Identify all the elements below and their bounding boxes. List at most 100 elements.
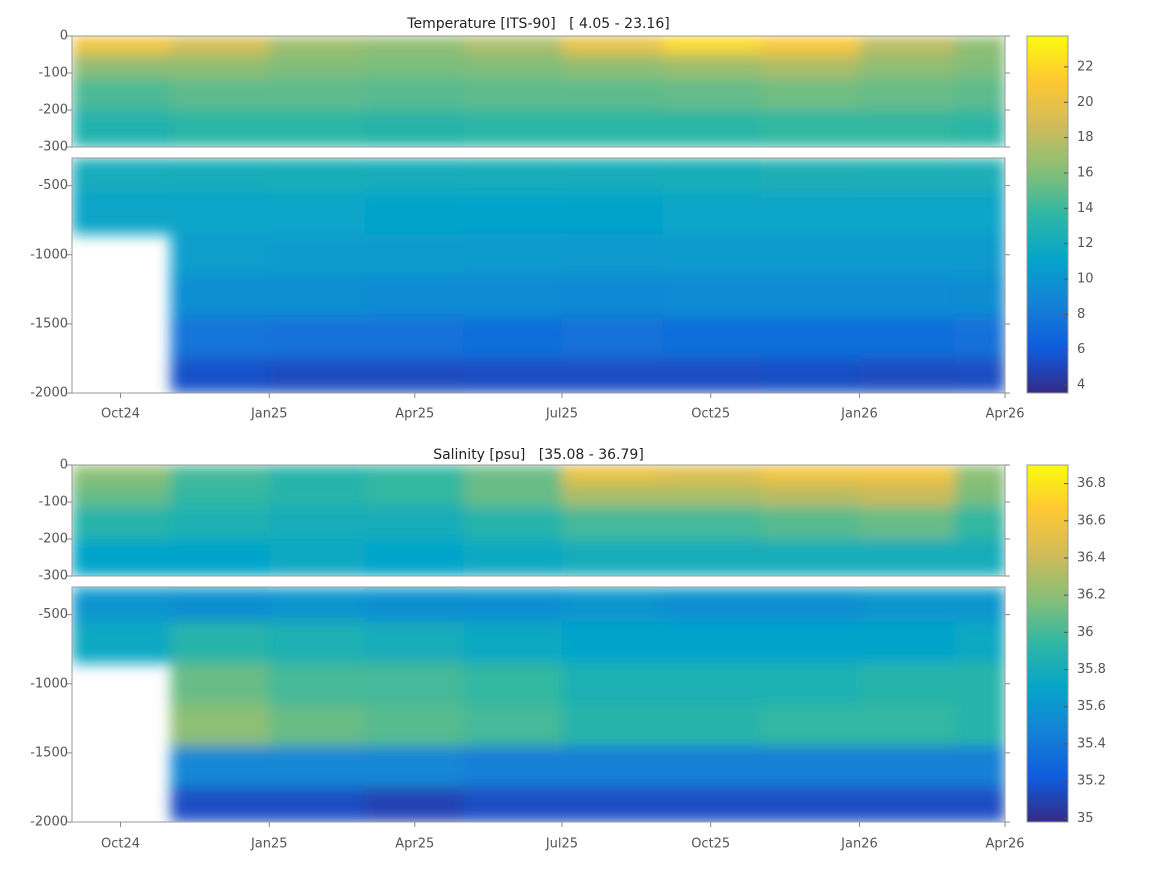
x-tick-label: Oct25 [691,407,730,422]
heat-cell [954,663,1006,705]
heat-cell [463,77,563,111]
heat-cell [760,77,860,111]
heat-cell [561,234,663,276]
colorbar [1026,464,1069,823]
heat-cell [364,621,464,664]
heat-cell [954,358,1006,394]
heat-cell [662,704,762,747]
heat-cell [662,745,762,788]
colorbar-tick-label: 16 [1077,165,1094,180]
heat-cell [859,587,956,591]
x-tick-label: Apr25 [395,407,434,422]
heat-cell [170,745,270,788]
heat-cell [561,539,663,577]
heat-cell [269,621,366,664]
heat-cell [859,704,956,747]
y-tick-label: -1500 [30,745,68,760]
heat-cell [364,77,464,111]
heat-cell [463,621,563,664]
colorbar-tick-label: 8 [1077,307,1085,322]
heat-cell [859,506,956,540]
heat-cell [859,234,956,276]
heat-cell [760,663,860,705]
heat-cell [954,704,1006,747]
heat-cell [859,275,956,318]
heat-cell [364,316,464,359]
heat-cell [760,587,860,591]
heat-cell [954,161,1006,194]
heat-cell [463,36,563,55]
heat-cell [760,161,860,194]
heat-cell [859,192,956,235]
colorbar-tick-label: 10 [1077,272,1094,287]
heat-cell [170,587,270,591]
heat-cell [72,54,172,79]
heat-cell [561,316,663,359]
x-tick-label: Jan25 [250,837,288,852]
heat-cell [760,54,860,79]
heat-cell [662,158,762,162]
heatmap-panel [72,465,1006,577]
heat-cell [859,358,956,394]
heatmap-panel [72,158,1006,394]
heat-cell [463,506,563,540]
heat-cell [662,663,762,705]
heat-cell [72,110,172,148]
heat-cell [364,465,464,484]
heat-cell [364,110,464,148]
heat-cell [662,621,762,664]
heat-cell [170,192,270,235]
heat-cell [364,234,464,276]
heat-cell [859,787,956,823]
heat-cell [662,192,762,235]
x-tick-label: Jan26 [840,837,878,852]
heat-cell [463,465,563,484]
heat-cell [170,506,270,540]
x-tick-label: Jan26 [840,407,878,422]
heat-cell [662,161,762,194]
heat-cell [170,275,270,318]
heat-cell [170,787,270,823]
heat-cell [760,621,860,664]
heat-cell [662,77,762,111]
heat-cell [72,158,172,162]
heat-cell [463,158,563,162]
y-tick-label: -1000 [30,247,68,262]
heat-cell [954,787,1006,823]
heat-cell [859,110,956,148]
heat-cell [662,110,762,148]
heat-cell [859,745,956,788]
heat-cell [859,663,956,705]
heat-cell [170,704,270,747]
heat-cell [561,54,663,79]
heat-cell [364,663,464,705]
heat-cell [463,358,563,394]
heat-cell [364,36,464,55]
x-tick-label: Oct24 [101,837,140,852]
heat-cell [760,704,860,747]
panel-frame [71,464,1006,577]
heat-cell [954,621,1006,664]
heat-cell [72,192,172,235]
heat-cell [72,539,172,577]
heat-cell [954,465,1006,484]
heat-cell [954,54,1006,79]
heat-cell [170,77,270,111]
heat-cell [859,483,956,508]
heat-cell [859,621,956,664]
heat-cell [463,587,563,591]
heat-cell [170,234,270,276]
heat-cell [269,539,366,577]
heat-cell [364,161,464,194]
heat-cell [662,483,762,508]
y-tick-label: -500 [38,178,68,193]
heat-cell [463,192,563,235]
heat-cell [954,192,1006,235]
heat-cell [561,745,663,788]
colorbar-tick-label: 36.8 [1077,476,1106,491]
panel-frame [71,157,1006,394]
y-tick-label: -1000 [30,676,68,691]
heat-cell [561,192,663,235]
heatmap-panel [72,36,1006,148]
